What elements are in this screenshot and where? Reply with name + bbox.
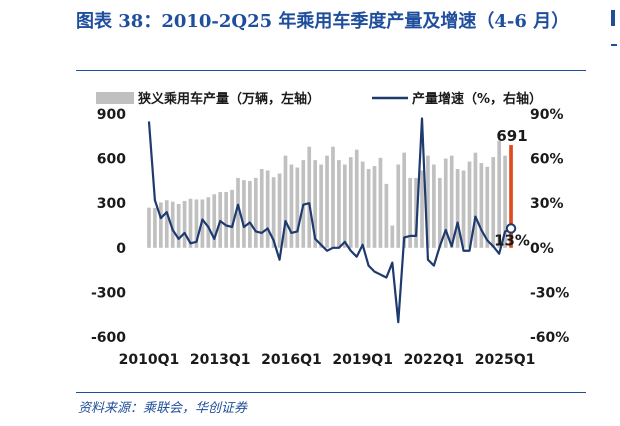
bar (360, 161, 365, 248)
left-axis-tick-label: 0 (116, 241, 126, 257)
bar (497, 140, 501, 248)
right-axis-tick-label: -60% (530, 330, 569, 346)
bar (224, 192, 228, 248)
bar (283, 155, 288, 248)
bar (170, 201, 175, 248)
bar (307, 146, 312, 248)
bar (313, 160, 317, 248)
bar (147, 207, 151, 248)
bar (348, 157, 353, 248)
legend-line-label: 产量增速（%，右轴） (412, 91, 542, 107)
x-axis-tick-label: 2019Q1 (332, 352, 393, 368)
bar (354, 149, 359, 248)
title-rule (76, 70, 586, 71)
left-axis-tick-label: 600 (97, 152, 126, 168)
bar (248, 180, 252, 248)
bar-series (147, 140, 513, 248)
bar (366, 169, 371, 248)
bar (253, 177, 258, 248)
bar (473, 152, 478, 248)
bar (194, 199, 199, 248)
bar (485, 166, 490, 248)
bar (420, 170, 424, 248)
left-axis-tick-label: 300 (97, 196, 126, 212)
bar (259, 169, 264, 248)
right-axis-tick-label: 0% (530, 241, 554, 257)
left-axis-tick-label: 900 (97, 107, 126, 123)
x-axis-tick-label: 2022Q1 (404, 352, 465, 368)
bar (402, 152, 407, 248)
x-axis-tick-label: 2010Q1 (119, 352, 180, 368)
chart-title: 图表 38：2010-2Q25 年乘用车季度产量及增速（4-6 月） (76, 11, 570, 32)
bar (265, 170, 270, 248)
right-axis-tick-label: 90% (530, 107, 564, 123)
bar (230, 189, 234, 248)
legend-bar-label: 狭义乘用车产量（万辆，左轴） (137, 91, 320, 107)
bar (159, 202, 163, 248)
bar (188, 198, 193, 248)
bar (206, 197, 211, 248)
bar (479, 163, 484, 248)
bar (242, 180, 246, 248)
bar (212, 194, 217, 248)
bar (295, 167, 300, 248)
bar (467, 161, 472, 248)
bar (343, 164, 347, 248)
bar (426, 155, 430, 248)
bar (289, 164, 294, 248)
left-axis-tick-label: -300 (91, 285, 126, 301)
annotations: 691 13% (494, 127, 530, 249)
bar (271, 177, 276, 248)
bar (164, 200, 169, 248)
bar-value-label: 691 (496, 127, 527, 145)
edge-mark (611, 10, 615, 26)
axes: 900 600 300 0 -300 -600 90% 60% 30% 0% -30% -60% 201… (91, 107, 569, 368)
bar (432, 164, 436, 248)
bar (509, 145, 513, 248)
bar (396, 164, 401, 248)
bar (461, 170, 466, 248)
line-series (147, 117, 517, 324)
bar (218, 192, 223, 248)
left-axis-tick-label: -600 (91, 330, 126, 346)
source-note: 资料来源：乘联会，华创证券 (78, 401, 248, 416)
legend: 狭义乘用车产量（万辆，左轴） 产量增速（%，右轴） (96, 91, 542, 107)
bar (390, 225, 395, 248)
legend-bar-swatch (96, 92, 134, 104)
growth-line (147, 117, 512, 324)
x-axis-tick-label: 2013Q1 (190, 352, 251, 368)
x-axis-tick-label: 2025Q1 (475, 352, 536, 368)
bar (491, 157, 496, 248)
bar (372, 166, 377, 248)
bar (378, 157, 383, 248)
bar (236, 177, 240, 248)
footer-rule (76, 392, 586, 393)
right-axis-tick-label: 60% (530, 152, 564, 168)
bar (503, 155, 507, 248)
bar (176, 203, 181, 248)
bar (337, 160, 341, 248)
bar (408, 177, 412, 248)
bar (449, 155, 454, 248)
bar (384, 183, 389, 248)
line-end-marker (505, 223, 517, 234)
right-axis-tick-label: -30% (530, 285, 569, 301)
bar (153, 207, 157, 248)
bar (414, 177, 418, 248)
bar (331, 146, 335, 248)
right-axis-tick-label: 30% (530, 196, 564, 212)
x-axis-tick-label: 2016Q1 (261, 352, 322, 368)
line-value-label: 13% (494, 231, 530, 249)
bar (437, 177, 442, 248)
bar (443, 158, 448, 248)
bar (455, 169, 460, 248)
bar (325, 155, 329, 248)
edge-mark (611, 44, 617, 46)
bar (319, 164, 323, 248)
bar (277, 173, 282, 248)
bar (182, 200, 187, 248)
